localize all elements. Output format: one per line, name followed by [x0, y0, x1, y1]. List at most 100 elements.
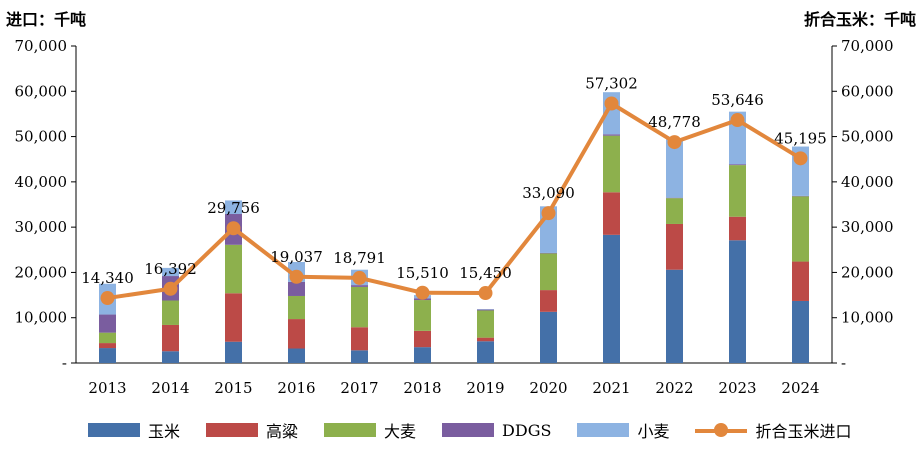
x-tick-label: 2017 [340, 379, 378, 397]
bar-segment [162, 300, 179, 325]
line-data-label: 15,450 [459, 264, 512, 282]
line-data-label: 16,392 [144, 260, 197, 278]
x-tick-label: 2015 [214, 379, 252, 397]
line-point [541, 206, 556, 221]
line-point [226, 221, 241, 236]
right-tick-label: - [841, 354, 846, 372]
bar-segment [666, 198, 683, 224]
legend-item-wheat: 小麦 [577, 418, 669, 442]
legend-swatch-barley [324, 423, 377, 437]
legend-label-corn-equivalent: 折合玉米进口 [755, 422, 852, 441]
line-data-label: 48,778 [648, 113, 701, 131]
left-tick-label: 20,000 [15, 263, 68, 281]
right-tick-label: 20,000 [841, 263, 894, 281]
bar-segment [351, 286, 368, 328]
right-tick-label: 50,000 [841, 128, 894, 146]
legend-item-corn: 玉米 [88, 418, 180, 442]
bar-segment [288, 295, 305, 320]
left-tick-label: - [62, 354, 67, 372]
x-tick-label: 2019 [466, 379, 504, 397]
bar-segment [603, 234, 620, 363]
line-point [667, 135, 682, 150]
legend-swatch-corn [88, 423, 140, 437]
right-tick-label: 10,000 [841, 309, 894, 327]
x-tick-label: 2024 [781, 379, 819, 397]
line-data-label: 29,756 [207, 199, 260, 217]
bar-segment [99, 332, 116, 344]
left-tick-label: 30,000 [15, 218, 68, 236]
line-data-label: 53,646 [711, 91, 764, 109]
legend-swatch-sorghum [206, 423, 259, 437]
line-data-label: 15,510 [396, 264, 449, 282]
line-data-label: 57,302 [585, 75, 638, 93]
bar-segment [288, 319, 305, 349]
bar-segment [792, 196, 809, 262]
right-tick-label: 60,000 [841, 82, 894, 100]
bar-segment [603, 135, 620, 193]
right-axis-title: 折合玉米：千吨 [803, 10, 916, 29]
line-point [478, 286, 493, 301]
line-data-label: 19,037 [270, 248, 323, 266]
bar-segment [729, 164, 746, 166]
line-point [100, 291, 115, 306]
x-tick-label: 2014 [151, 379, 189, 397]
x-tick-label: 2023 [718, 379, 756, 397]
bar-segment [603, 192, 620, 235]
legend-item-corn-equivalent: 折合玉米进口 [695, 418, 851, 442]
line-point [604, 96, 619, 111]
bar-segment [540, 290, 557, 312]
bar-segment [414, 347, 431, 363]
right-tick-label: 40,000 [841, 173, 894, 191]
bar-segment [225, 293, 242, 342]
line-data-label: 33,090 [522, 184, 575, 202]
left-tick-label: 50,000 [15, 128, 68, 146]
bar-segment [99, 314, 116, 333]
legend-line-marker [695, 423, 748, 437]
line-point [163, 281, 178, 296]
bar-segment [288, 348, 305, 363]
bar-segment [288, 281, 305, 296]
bar-segment [729, 240, 746, 363]
bar-segment [99, 343, 116, 349]
bar-segment [540, 311, 557, 363]
legend-label-corn: 玉米 [148, 422, 181, 441]
line-point [793, 151, 808, 166]
corn-equivalent-line [107, 101, 802, 301]
bar-segment [477, 337, 494, 342]
bar-segment [729, 216, 746, 241]
left-axis-title: 进口：千吨 [6, 10, 87, 29]
bar-segment [477, 310, 494, 338]
bar-segment [729, 165, 746, 217]
bar-segment [603, 134, 620, 136]
x-tick-label: 2013 [88, 379, 126, 397]
bar-segment [477, 341, 494, 363]
line-point [352, 270, 367, 285]
left-tick-label: 10,000 [15, 309, 68, 327]
line-data-label: 45,195 [774, 129, 827, 147]
right-tick-label: 70,000 [841, 37, 894, 55]
bar-segment [225, 244, 242, 294]
legend-swatch-wheat [577, 423, 630, 437]
bar-segment [351, 285, 368, 287]
bar-segment [162, 351, 179, 363]
bar-segment [666, 269, 683, 363]
legend-item-ddgs: DDGS [442, 421, 551, 440]
line-data-label: 18,791 [333, 249, 386, 267]
bar-segment [225, 200, 242, 215]
right-tick-label: 30,000 [841, 218, 894, 236]
bar-segment [666, 223, 683, 270]
legend-label-barley: 大麦 [384, 422, 417, 441]
bar-segment [351, 350, 368, 363]
bar-segment [351, 327, 368, 351]
legend-label-sorghum: 高粱 [266, 422, 299, 441]
bar-segment [162, 324, 179, 352]
legend-line-dot [714, 423, 729, 437]
line-point [730, 113, 745, 128]
line-point [415, 285, 430, 300]
bar-segment [792, 300, 809, 363]
x-tick-label: 2020 [529, 379, 567, 397]
legend-item-sorghum: 高粱 [206, 418, 298, 442]
bar-segment [414, 330, 431, 348]
bar-segment [99, 348, 116, 363]
